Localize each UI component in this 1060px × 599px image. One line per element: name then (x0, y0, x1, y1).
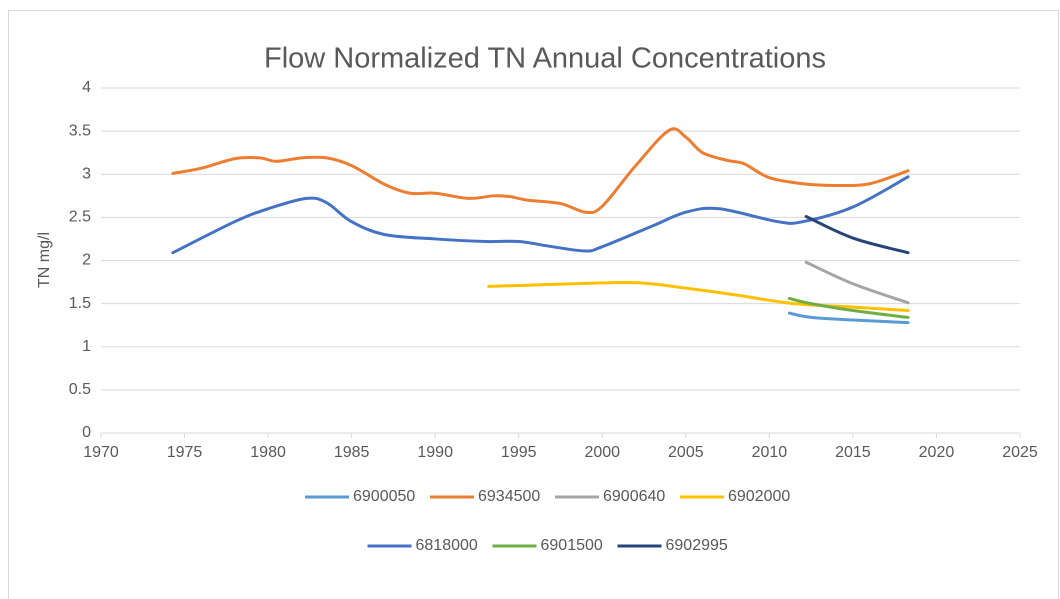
x-tick-label: 2005 (668, 444, 704, 461)
y-tick-label: 1.5 (69, 295, 91, 312)
legend-label: 6934500 (478, 488, 540, 505)
legend-label: 6901500 (541, 537, 603, 554)
y-tick-label: 0 (82, 424, 91, 441)
x-tick-label: 1990 (417, 444, 453, 461)
y-tick-label: 2.5 (69, 209, 91, 226)
series-line (171, 127, 910, 215)
y-tick-label: 2 (82, 252, 91, 269)
chart-title: Flow Normalized TN Annual Concentrations (264, 43, 826, 75)
y-tick-label: 3 (82, 165, 91, 182)
y-tick-label: 0.5 (69, 381, 91, 398)
series-line (804, 260, 910, 305)
x-tick-label: 2015 (835, 444, 871, 461)
legend-label: 6900640 (603, 488, 665, 505)
y-tick-label: 3.5 (69, 122, 91, 139)
legend-label: 6902995 (666, 537, 728, 554)
y-tick-label: 4 (82, 79, 91, 96)
x-tick-label: 2010 (752, 444, 788, 461)
y-axis-title: TN mg/l (36, 232, 53, 288)
legend-label: 6818000 (416, 537, 478, 554)
x-tick-label: 1995 (501, 444, 537, 461)
series-line (787, 296, 910, 319)
x-tick-label: 1970 (83, 444, 119, 461)
x-tick-label: 2025 (1002, 444, 1038, 461)
y-tick-label: 1 (82, 338, 91, 355)
series-line (171, 175, 910, 255)
legend-label: 6900050 (353, 488, 415, 505)
chart-frame (8, 10, 1059, 599)
series-line (787, 311, 910, 325)
series-line (804, 215, 910, 255)
legend-label: 6902000 (728, 488, 790, 505)
x-tick-label: 1975 (167, 444, 203, 461)
x-tick-label: 2000 (584, 444, 620, 461)
x-tick-label: 2020 (919, 444, 955, 461)
x-tick-label: 1985 (334, 444, 370, 461)
x-tick-label: 1980 (250, 444, 286, 461)
